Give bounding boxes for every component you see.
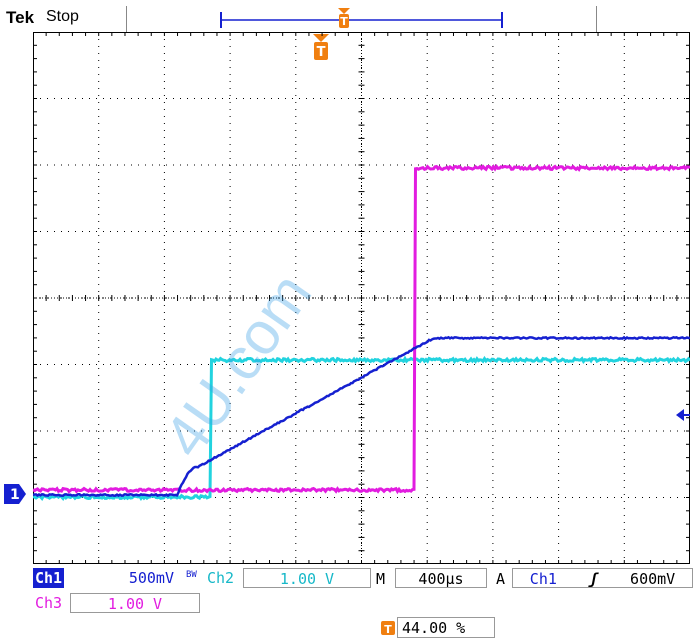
- trigger-mode: A: [496, 570, 505, 588]
- bandwidth-limit-badge: BW: [186, 570, 197, 580]
- svg-text:T: T: [340, 15, 348, 28]
- header-separator: [126, 6, 127, 32]
- ch1-ground-marker[interactable]: 1: [4, 484, 26, 504]
- timebase-value: 400µs: [395, 568, 487, 588]
- header-separator: [596, 6, 597, 32]
- ch1-readout-label[interactable]: Ch1: [33, 568, 64, 588]
- brand-logo: Tek: [6, 8, 34, 28]
- acquisition-state: Stop: [46, 8, 79, 26]
- trigger-level-arrow-icon[interactable]: [676, 408, 690, 422]
- timebase-label: M: [376, 570, 385, 588]
- trigger-position-readout[interactable]: 44.00 %: [397, 617, 495, 638]
- ch3-readout-label[interactable]: Ch3: [33, 593, 64, 613]
- trigger-position-readout-icon: T: [380, 620, 396, 636]
- ch3-scale: 1.00 V: [70, 593, 200, 613]
- trigger-position-icon[interactable]: T: [338, 8, 350, 28]
- trigger-readout[interactable]: Ch1 ʃ 600mV: [512, 568, 693, 588]
- grid: [33, 32, 690, 564]
- trigger-slope-icon: ʃ: [589, 570, 598, 588]
- svg-text:T: T: [384, 623, 392, 636]
- trigger-level: 600mV: [630, 570, 675, 588]
- ch1-marker-label: 1: [10, 487, 20, 503]
- graticule[interactable]: [33, 32, 690, 564]
- ch1-scale: 500mV: [70, 568, 180, 588]
- ch2-readout-label[interactable]: Ch2: [205, 568, 236, 588]
- ch2-scale: 1.00 V: [243, 568, 371, 588]
- record-view-bar[interactable]: T: [215, 4, 510, 32]
- trigger-source: Ch1: [530, 570, 557, 588]
